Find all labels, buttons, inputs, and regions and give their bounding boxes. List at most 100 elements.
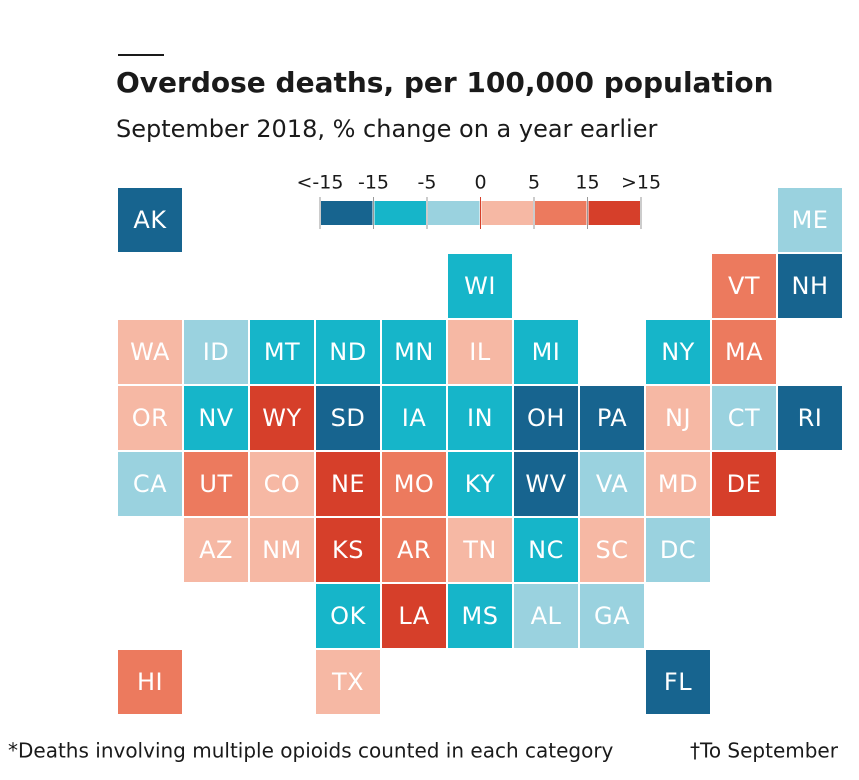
state-tile — [646, 452, 710, 516]
state-tile — [778, 254, 842, 318]
state-label: PA — [597, 404, 627, 432]
legend-label: 5 — [528, 172, 540, 194]
state-tile — [448, 320, 512, 384]
state-label: FL — [664, 668, 692, 696]
state-tile — [514, 518, 578, 582]
state-label: MA — [725, 338, 763, 366]
state-label: TN — [462, 536, 497, 564]
state-label: HI — [137, 668, 163, 696]
state-label: NH — [792, 272, 829, 300]
state-tile — [184, 452, 248, 516]
state-label: NJ — [665, 404, 691, 432]
state-tile — [646, 386, 710, 450]
state-tile — [580, 386, 644, 450]
state-tile — [448, 254, 512, 318]
state-tile — [712, 452, 776, 516]
state-label: MD — [658, 470, 698, 498]
state-label: RI — [798, 404, 823, 432]
state-tile — [514, 320, 578, 384]
state-label: GA — [594, 602, 630, 630]
state-tile — [646, 320, 710, 384]
state-tile — [184, 518, 248, 582]
state-label: KY — [465, 470, 496, 498]
state-label: MI — [532, 338, 561, 366]
legend-swatch — [588, 201, 640, 225]
state-tile — [316, 452, 380, 516]
state-tile — [316, 386, 380, 450]
state-tile — [580, 584, 644, 648]
state-label: NE — [331, 470, 365, 498]
state-tile — [778, 386, 842, 450]
state-tile — [448, 452, 512, 516]
state-tile — [514, 584, 578, 648]
state-label: AZ — [199, 536, 233, 564]
legend-swatch — [535, 201, 587, 225]
state-label: AK — [133, 206, 167, 234]
legend-swatch — [321, 201, 373, 225]
title: Overdose deaths, per 100,000 population — [116, 66, 774, 99]
state-tile — [118, 452, 182, 516]
legend-swatch — [374, 201, 426, 225]
legend-label: 15 — [575, 172, 599, 194]
state-label: OK — [330, 602, 366, 630]
state-label: ME — [792, 206, 829, 234]
state-tile — [448, 518, 512, 582]
state-tile — [250, 452, 314, 516]
state-label: IL — [469, 338, 491, 366]
state-label: DE — [727, 470, 762, 498]
legend-label: 0 — [474, 172, 486, 194]
subtitle: September 2018, % change on a year earli… — [116, 115, 657, 143]
state-label: AR — [397, 536, 431, 564]
state-tile — [118, 650, 182, 714]
state-label: IN — [467, 404, 493, 432]
state-tile — [118, 320, 182, 384]
state-label: NV — [198, 404, 233, 432]
state-tile — [382, 320, 446, 384]
state-tile — [316, 320, 380, 384]
state-label: ID — [203, 338, 230, 366]
legend-label: -15 — [358, 172, 389, 194]
state-label: WV — [525, 470, 566, 498]
legend-label: >15 — [621, 172, 661, 194]
state-tile — [514, 386, 578, 450]
state-label: VT — [728, 272, 760, 300]
footnote: †To September — [690, 739, 839, 763]
state-tile — [316, 518, 380, 582]
state-label: IA — [402, 404, 427, 432]
footnote: *Deaths involving multiple opioids count… — [8, 739, 614, 763]
state-label: ND — [329, 338, 366, 366]
state-label: WA — [130, 338, 170, 366]
state-tile — [448, 386, 512, 450]
state-tile — [382, 452, 446, 516]
state-tile — [646, 650, 710, 714]
state-tile — [382, 386, 446, 450]
state-tile — [448, 584, 512, 648]
state-label: WY — [262, 404, 301, 432]
state-tile — [250, 518, 314, 582]
state-label: MN — [394, 338, 434, 366]
state-label: KS — [332, 536, 364, 564]
state-tile — [712, 386, 776, 450]
state-label: SD — [331, 404, 366, 432]
state-label: CA — [133, 470, 167, 498]
state-label: NM — [262, 536, 302, 564]
legend-swatch — [428, 201, 480, 225]
state-label: SC — [596, 536, 629, 564]
state-label: CT — [728, 404, 760, 432]
state-tile — [316, 584, 380, 648]
state-tile — [316, 650, 380, 714]
state-label: OH — [527, 404, 565, 432]
state-label: UT — [199, 470, 232, 498]
state-label: LA — [398, 602, 429, 630]
state-tile — [250, 386, 314, 450]
state-tile — [712, 320, 776, 384]
state-tile — [382, 584, 446, 648]
state-tile — [778, 188, 842, 252]
state-tile — [646, 518, 710, 582]
state-label: MS — [462, 602, 499, 630]
legend-label: <-15 — [297, 172, 344, 194]
state-tile — [118, 188, 182, 252]
state-tile — [514, 452, 578, 516]
state-tile — [712, 254, 776, 318]
